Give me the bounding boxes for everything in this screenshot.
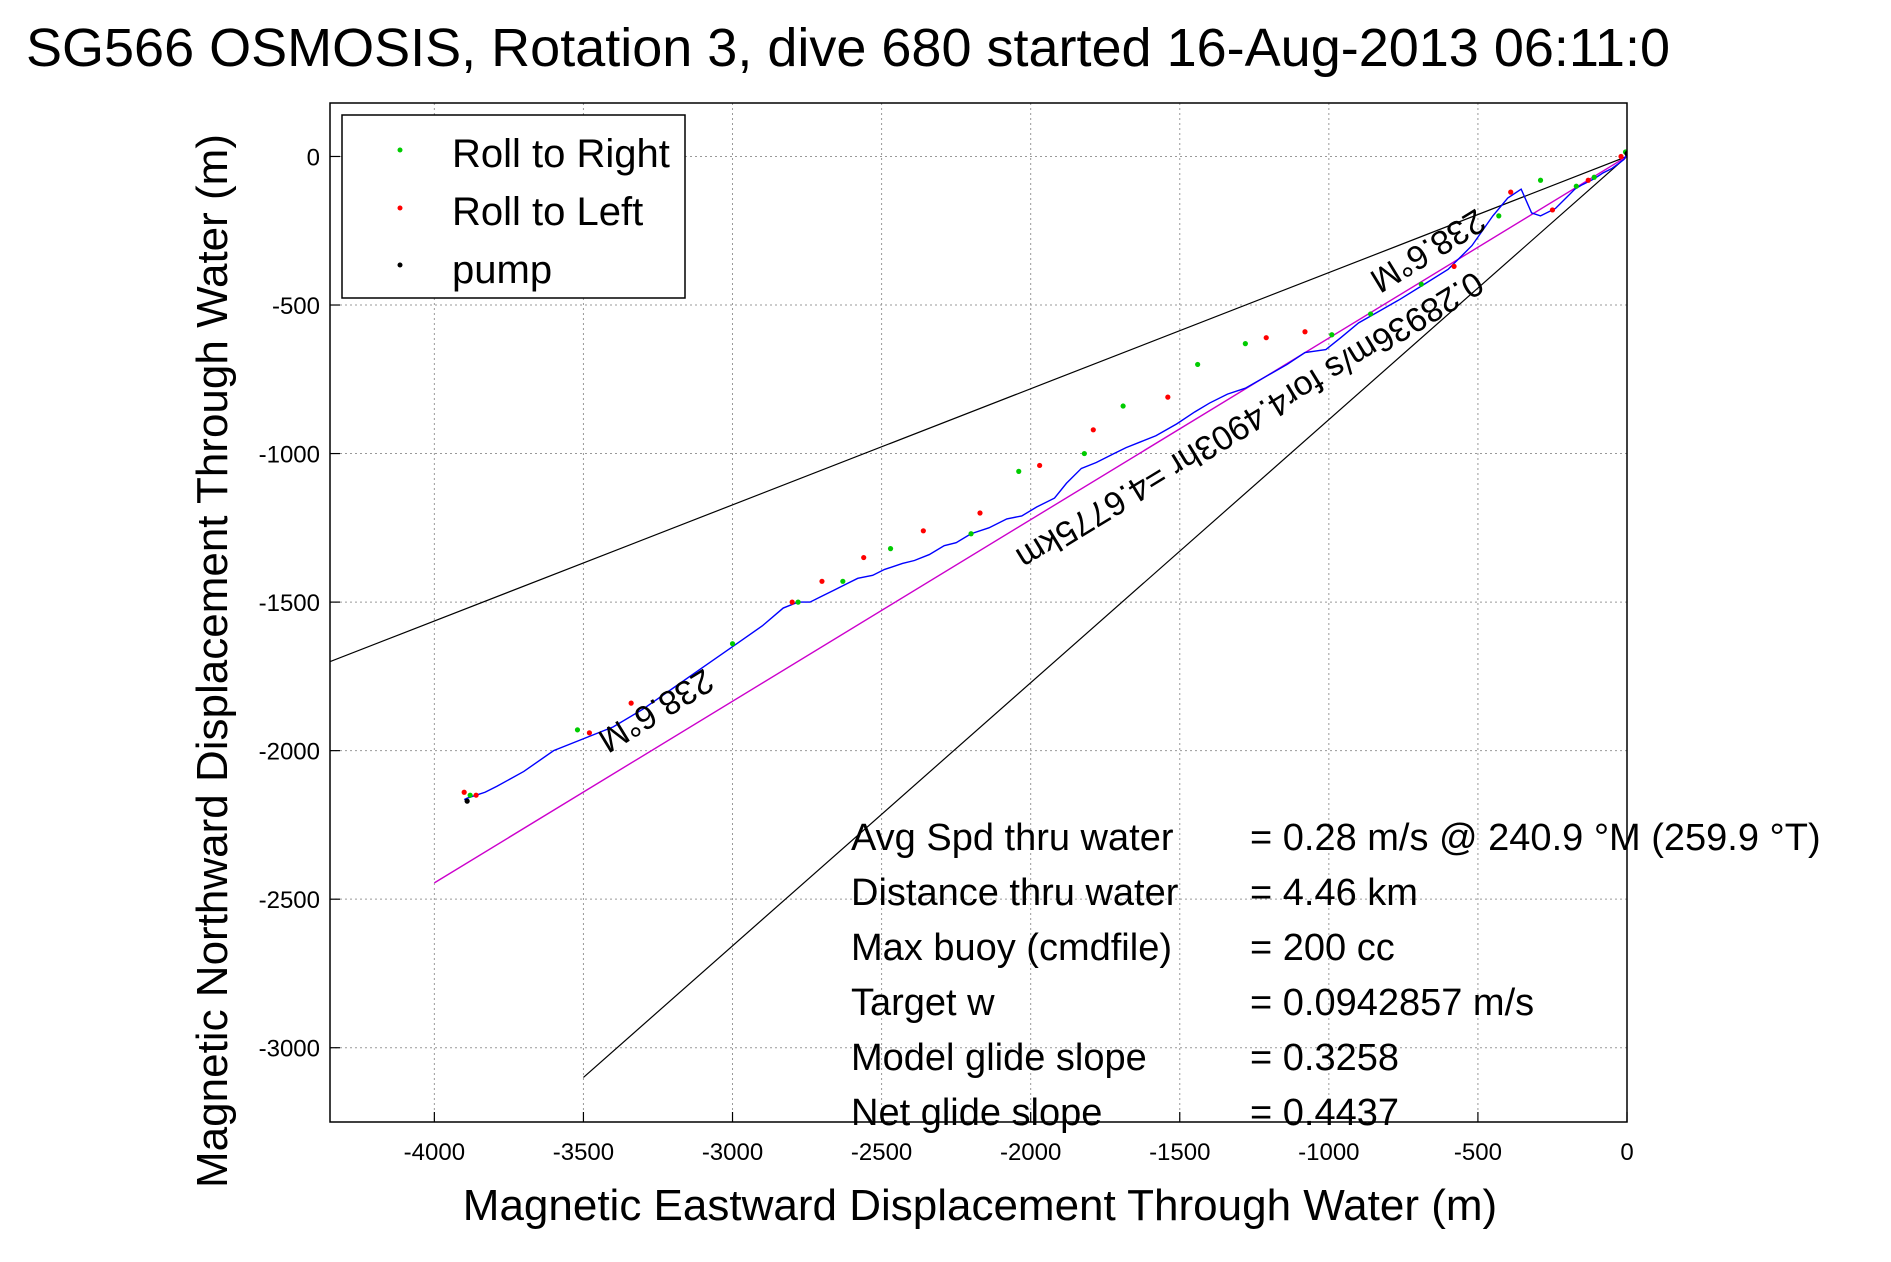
stat-label: Distance thru water: [851, 872, 1179, 914]
plot-lines: [330, 153, 1627, 1078]
roll-left-point: [1618, 153, 1624, 160]
roll-right-point: [1367, 311, 1374, 317]
stat-value: = 0.0942857 m/s: [1250, 982, 1534, 1024]
roll-right-point: [887, 546, 894, 552]
roll-left-point: [628, 700, 634, 706]
stat-label: Model glide slope: [851, 1037, 1147, 1079]
roll-left-point: [1549, 207, 1556, 213]
x-tick-label: -500: [1454, 1139, 1502, 1166]
roll-right-point: [1573, 183, 1579, 189]
stat-label: Net glide slope: [851, 1092, 1102, 1134]
stat-value: = 0.4437: [1250, 1092, 1399, 1134]
x-tick-label: -4000: [404, 1139, 465, 1166]
y-axis-label: Magnetic Northward Displacement Through …: [188, 134, 237, 1188]
roll-right-point: [1418, 281, 1424, 287]
roll-right-point: [1242, 341, 1248, 347]
y-tick-label: -3000: [259, 1036, 320, 1063]
stat-label: Max buoy (cmdfile): [851, 927, 1172, 969]
roll-right-point: [840, 578, 846, 584]
roll-right-point: [574, 727, 581, 733]
stat-value: = 0.3258: [1250, 1037, 1399, 1079]
roll-right-point: [467, 792, 473, 798]
roll-left-point: [977, 510, 983, 516]
tick-labels: -4000 -3500 -3000 -2500 -2000 -1500 -1000 -500 0…: [259, 144, 1634, 1166]
roll-right-point: [1537, 177, 1544, 183]
y-tick-label: -1000: [259, 442, 320, 469]
y-tick-label: 0: [307, 144, 320, 171]
roll-left-point: [1451, 263, 1457, 269]
bound-line-lower: [583, 156, 1627, 1078]
legend-marker-pump: [397, 262, 403, 268]
legend: Roll to Right Roll to Left pump: [341, 114, 686, 299]
roll-right-point: [1496, 213, 1502, 219]
roll-left-point: [1508, 189, 1514, 195]
roll-left-point: [586, 730, 593, 736]
speed-distance-annotation: 0.28936m/s for4.4903hr =4.6775km: [1010, 264, 1490, 578]
roll-left-point: [1585, 177, 1591, 183]
roll-left-point: [1090, 427, 1096, 433]
dive-statistics: Avg Spd thru water = 0.28 m/s @ 240.9 °M …: [851, 817, 1821, 1134]
x-tick-label: -1500: [1149, 1139, 1210, 1166]
roll-right-point: [1591, 174, 1597, 180]
dive-track-line: [463, 153, 1627, 801]
plot-markers: [461, 149, 1627, 804]
x-tick-label: -2000: [1000, 1139, 1061, 1166]
stat-label: Target w: [851, 982, 995, 1024]
bound-line-upper: [330, 155, 1627, 663]
heading-line: [433, 155, 1627, 884]
roll-left-point: [861, 554, 867, 561]
roll-left-point: [819, 578, 825, 584]
roll-right-point: [1120, 403, 1126, 409]
legend-marker-roll-left: [397, 205, 403, 211]
y-tick-label: -2000: [259, 739, 320, 766]
roll-right-point: [968, 531, 974, 537]
roll-right-point: [1329, 332, 1335, 338]
pump-point: [464, 798, 470, 804]
stat-label: Avg Spd thru water: [851, 817, 1174, 859]
y-tick-label: -500: [272, 293, 320, 320]
x-tick-label: -2500: [851, 1139, 912, 1166]
roll-left-point: [473, 792, 479, 798]
heading-annotation-lower: 238.6°M: [592, 661, 720, 760]
roll-left-point: [1302, 329, 1308, 335]
legend-label-roll-right: Roll to Right: [452, 132, 670, 176]
x-tick-label: 0: [1620, 1139, 1633, 1166]
chart-title: SG566 OSMOSIS, Rotation 3, dive 680 star…: [26, 18, 1670, 78]
roll-left-point: [461, 789, 467, 795]
roll-right-point: [729, 641, 736, 647]
roll-left-point: [1263, 335, 1269, 341]
legend-label-pump: pump: [452, 248, 552, 292]
roll-left-point: [1165, 394, 1171, 400]
roll-left-point: [789, 599, 795, 605]
x-tick-label: -3000: [702, 1139, 763, 1166]
legend-marker-roll-right: [397, 147, 403, 153]
roll-right-point: [795, 599, 801, 605]
legend-label-roll-left: Roll to Left: [452, 190, 643, 234]
stat-value: = 0.28 m/s @ 240.9 °M (259.9 °T): [1250, 817, 1821, 859]
x-tick-label: -1000: [1298, 1139, 1359, 1166]
roll-left-point: [920, 528, 926, 534]
y-tick-label: -2500: [259, 887, 320, 914]
stat-value: = 200 cc: [1250, 927, 1395, 969]
x-tick-label: -3500: [553, 1139, 614, 1166]
roll-left-point: [1037, 462, 1043, 469]
axes-frame: [329, 102, 1628, 1123]
x-axis-label: Magnetic Eastward Displacement Through W…: [463, 1181, 1497, 1230]
stat-value: = 4.46 km: [1250, 872, 1418, 914]
roll-right-point: [1195, 361, 1201, 368]
y-tick-label: -1500: [259, 590, 320, 617]
roll-right-point: [1081, 450, 1087, 457]
roll-right-point: [1016, 468, 1022, 474]
